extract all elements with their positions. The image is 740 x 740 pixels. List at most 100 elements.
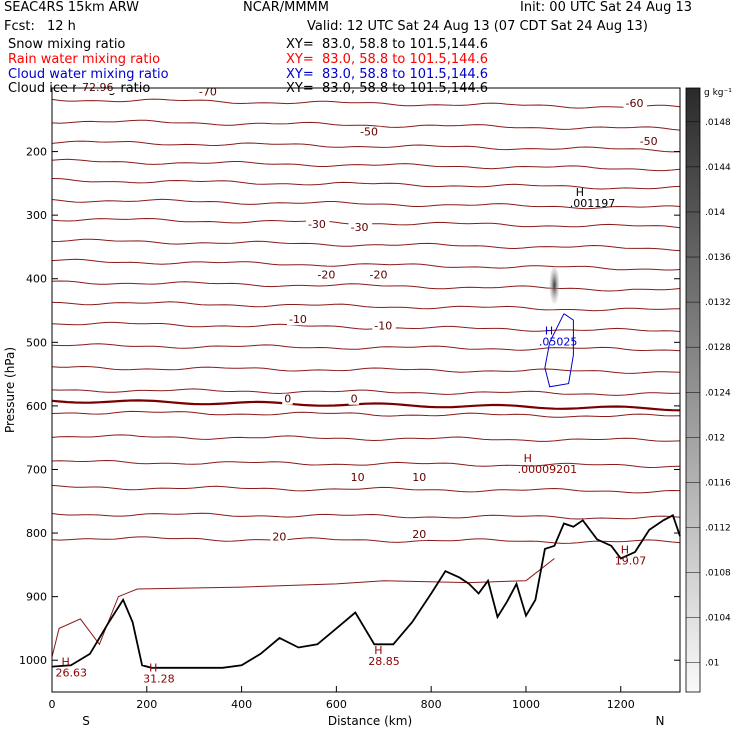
maximum-marker: H: [61, 655, 69, 668]
center-label: NCAR/MMMM: [243, 0, 329, 15]
colorbar-tick-label: .0112: [705, 523, 731, 533]
colorbar-tick-label: .0132: [705, 298, 731, 308]
plot-frame: [51, 87, 681, 693]
isotherm-line: [51, 98, 681, 109]
contour-label-bg: [367, 269, 392, 281]
maximum-value: .001197: [570, 197, 616, 210]
maximum-value: .00009201: [518, 463, 578, 476]
maximum-value: 19.07: [615, 554, 647, 567]
maximum-marker: H: [545, 325, 553, 338]
isotherm-line: [51, 258, 681, 271]
y-tick-label: 700: [26, 463, 47, 476]
contour-label-bg: [348, 393, 360, 405]
cloud-water-contour: [544, 313, 574, 388]
isotherm-line: [51, 388, 681, 396]
contour-label-bg: [358, 126, 382, 138]
init-time: Init: 00 UTC Sat 24 Aug 13: [520, 0, 693, 15]
field-xy-snow: XY= 83.0, 58.8 to 101.5,144.6: [286, 37, 489, 52]
terrain-line: [51, 514, 681, 669]
field-name-rain: Rain water mixing ratio: [8, 52, 161, 67]
contour-label: -20: [370, 269, 388, 282]
contour-label-bg: [348, 222, 373, 234]
isotherm-line: [51, 434, 681, 442]
maximum-marker: H: [621, 543, 629, 556]
x-tick-label: 800: [421, 698, 442, 711]
contour-label-bg: [196, 86, 221, 98]
contour-label-bg: [315, 269, 339, 281]
isotherm-line: [51, 343, 681, 352]
y-tick-label: 900: [26, 591, 47, 604]
contour-label-bg: [305, 218, 330, 230]
x-tick-label: 0: [49, 698, 56, 711]
x-tick-label: 600: [326, 698, 347, 711]
contour-label: -70: [199, 86, 217, 99]
maximum-value: 26.63: [55, 666, 87, 679]
colorbar-tick-label: .0108: [705, 569, 731, 579]
x-tick-label: 400: [231, 698, 252, 711]
zero-isotherm-line: [51, 399, 681, 412]
y-tick-label: 600: [26, 400, 47, 413]
x-end-north: N: [656, 714, 665, 728]
isotherm-line: [51, 321, 681, 332]
contour-label: -10: [374, 320, 392, 333]
contour-label: -50: [640, 135, 658, 148]
field-xy-rain: XY= 83.0, 58.8 to 101.5,144.6: [286, 52, 489, 67]
boundary-layer-contour: [51, 558, 555, 658]
maximum-marker: H: [524, 452, 532, 465]
isotherm-line: [51, 119, 681, 131]
colorbar-tick-label: .0104: [705, 614, 731, 624]
contour-label: 10: [412, 471, 426, 484]
contour-label: -20: [317, 269, 335, 282]
y-tick-label: 300: [26, 209, 47, 222]
contour-label-bg: [372, 320, 396, 332]
contour-label-bg: [637, 136, 662, 148]
y-axis-title: Pressure (hPa): [3, 347, 17, 433]
colorbar-ramp: [685, 87, 701, 693]
colorbar-tick-label: .01: [705, 659, 719, 669]
maximum-marker: H: [576, 186, 584, 199]
contour-label: 20: [272, 531, 286, 544]
y-tick-label: 1000: [19, 654, 47, 667]
contour-label: 20: [412, 528, 426, 541]
field-name-cloud-water: Cloud water mixing ratio: [8, 67, 169, 82]
fcst-label: Fcst:: [4, 19, 35, 34]
contour-label: 0: [351, 393, 358, 406]
isotherm-line: [51, 198, 681, 210]
y-tick-label: 500: [26, 336, 47, 349]
colorbar-tick-label: .0148: [705, 118, 731, 128]
isotherm-line: [51, 536, 681, 544]
isotherm-line: [51, 410, 681, 418]
isotherm-line: [51, 459, 681, 469]
maximum-value: .05025: [539, 336, 578, 349]
contour-label: 0: [284, 393, 291, 406]
fcst-value: 12 h: [47, 19, 76, 34]
contour-label: -30: [308, 218, 326, 231]
maximum-marker: H: [149, 662, 157, 675]
colorbar-tick-label: .012: [705, 433, 725, 443]
x-tick-label: 1000: [512, 698, 540, 711]
model-title: SEAC4RS 15km ARW: [4, 0, 140, 15]
contour-label: -60: [625, 97, 643, 110]
maximum-marker: H: [374, 644, 382, 657]
colorbar: .0148 .0144 .014 .0136 .0132 .0128 .0124 .012 .0…: [685, 87, 732, 693]
colorbar-units: g kg⁻¹: [704, 88, 732, 98]
field-xy-cloud-water: XY= 83.0, 58.8 to 101.5,144.6: [286, 67, 489, 82]
maximum-value: 28.85: [368, 655, 400, 668]
isotherm-line: [51, 280, 681, 292]
colorbar-tick-label: .0128: [705, 343, 731, 353]
field-name-snow: Snow mixing ratio: [8, 37, 126, 52]
contour-label-bg: [623, 98, 647, 110]
colorbar-tick-label: .0136: [705, 253, 731, 263]
contour-label-bg: [270, 531, 288, 543]
x-end-south: S: [82, 714, 90, 728]
x-tick-label: 1200: [607, 698, 635, 711]
isotherm-line: [51, 512, 681, 520]
contour-label: 10: [351, 471, 365, 484]
isotherm-line: [51, 484, 681, 494]
contour-label-bg: [282, 393, 293, 405]
contour-label-bg: [410, 471, 428, 483]
colorbar-tick-label: .0116: [705, 478, 731, 488]
isotherm-line: [51, 365, 681, 374]
colorbar-tick-label: .0144: [705, 163, 731, 173]
